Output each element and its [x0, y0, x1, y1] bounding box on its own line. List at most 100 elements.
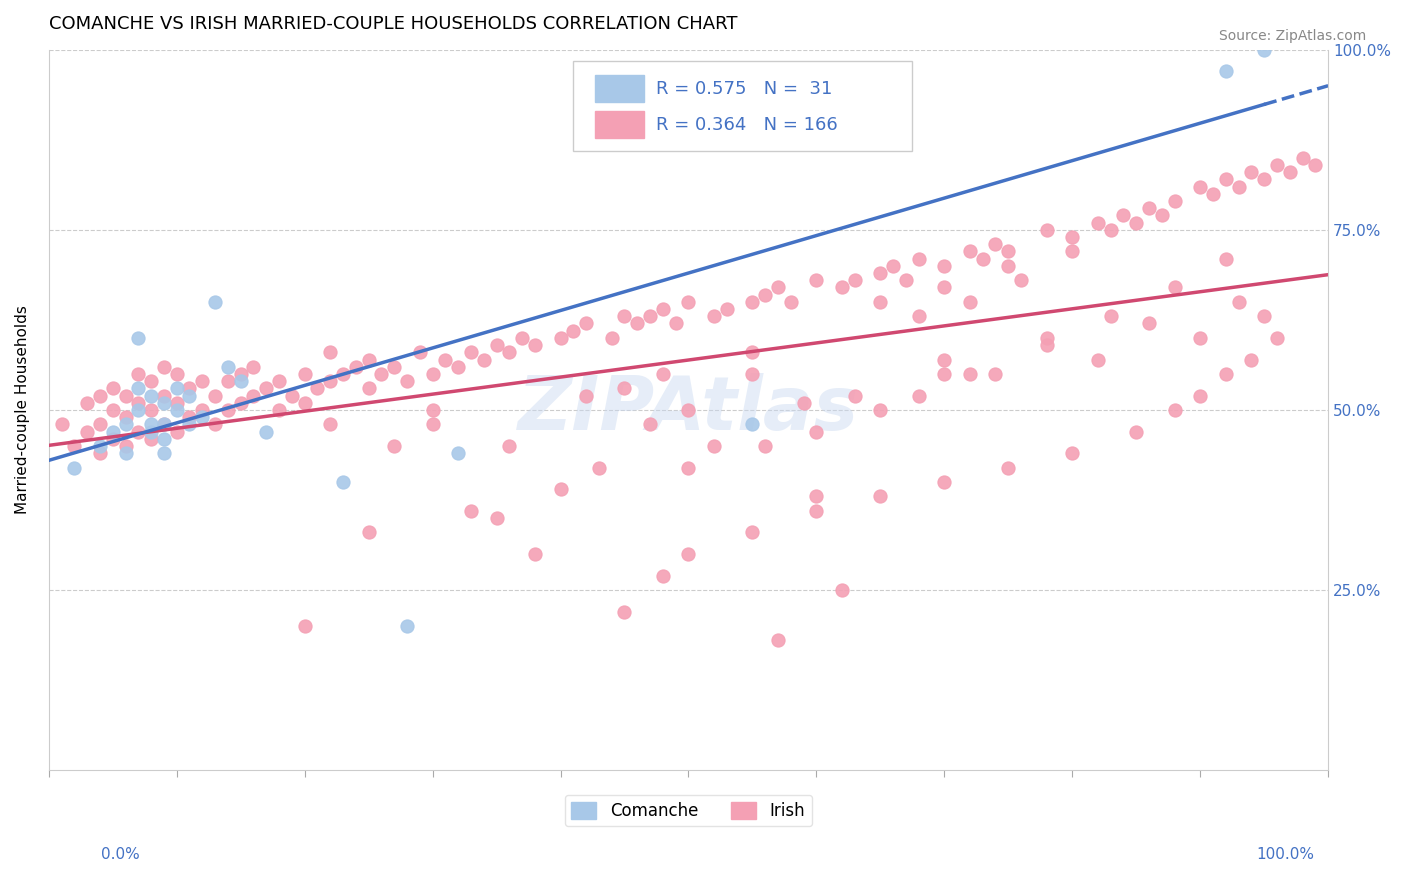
Point: [101, 432, 124, 446]
Point: [806, 273, 828, 287]
Point: [114, 410, 136, 425]
Point: [741, 417, 763, 432]
Point: [1278, 165, 1301, 179]
Point: [1215, 367, 1237, 381]
Point: [806, 504, 828, 518]
Point: [217, 403, 239, 417]
Point: [101, 425, 124, 439]
Point: [741, 367, 763, 381]
Point: [934, 259, 956, 273]
Point: [703, 439, 725, 453]
Point: [395, 374, 418, 388]
Point: [869, 403, 891, 417]
Point: [204, 417, 226, 432]
Point: [1087, 216, 1109, 230]
Point: [153, 417, 176, 432]
Point: [678, 294, 700, 309]
Point: [217, 359, 239, 374]
Point: [678, 403, 700, 417]
Point: [894, 273, 917, 287]
Point: [166, 381, 188, 395]
FancyBboxPatch shape: [574, 61, 912, 151]
Point: [254, 381, 277, 395]
Point: [588, 460, 610, 475]
Bar: [595, 75, 644, 103]
Point: [344, 359, 367, 374]
Text: COMANCHE VS IRISH MARRIED-COUPLE HOUSEHOLDS CORRELATION CHART: COMANCHE VS IRISH MARRIED-COUPLE HOUSEHO…: [49, 15, 737, 33]
Point: [1305, 158, 1327, 172]
Point: [370, 367, 392, 381]
Point: [754, 287, 776, 301]
Point: [267, 374, 290, 388]
Point: [153, 395, 176, 409]
Point: [984, 367, 1007, 381]
Point: [357, 381, 380, 395]
Point: [600, 331, 623, 345]
Point: [1189, 331, 1212, 345]
Point: [779, 294, 801, 309]
Point: [319, 345, 342, 359]
Point: [1291, 151, 1313, 165]
Point: [1062, 244, 1084, 259]
Point: [510, 331, 533, 345]
Point: [460, 345, 482, 359]
Point: [869, 489, 891, 503]
Point: [422, 367, 444, 381]
Point: [997, 460, 1019, 475]
Point: [217, 374, 239, 388]
Point: [127, 395, 149, 409]
Point: [267, 403, 290, 417]
Point: [562, 324, 585, 338]
Point: [1010, 273, 1032, 287]
Point: [139, 403, 162, 417]
Point: [1137, 317, 1160, 331]
Point: [127, 367, 149, 381]
Point: [319, 374, 342, 388]
Point: [1227, 294, 1250, 309]
Point: [1202, 186, 1225, 201]
Point: [498, 439, 520, 453]
Point: [434, 352, 457, 367]
Point: [754, 439, 776, 453]
Point: [959, 294, 981, 309]
Point: [76, 395, 98, 409]
Y-axis label: Married-couple Households: Married-couple Households: [15, 305, 30, 515]
Point: [613, 381, 636, 395]
Point: [575, 317, 598, 331]
Point: [1150, 209, 1173, 223]
Point: [139, 417, 162, 432]
Point: [575, 388, 598, 402]
Point: [242, 388, 264, 402]
Point: [523, 547, 546, 561]
Point: [179, 381, 201, 395]
Point: [1035, 223, 1057, 237]
Point: [869, 294, 891, 309]
Point: [1163, 194, 1185, 208]
Point: [984, 237, 1007, 252]
Point: [191, 403, 214, 417]
Point: [114, 388, 136, 402]
Bar: [595, 111, 644, 138]
Point: [460, 504, 482, 518]
Point: [179, 388, 201, 402]
Point: [638, 310, 661, 324]
Point: [1099, 223, 1122, 237]
Point: [1087, 352, 1109, 367]
Point: [114, 417, 136, 432]
Point: [1125, 425, 1147, 439]
Point: [844, 273, 866, 287]
Point: [550, 482, 572, 496]
Point: [1215, 252, 1237, 266]
Point: [1035, 338, 1057, 352]
Point: [139, 432, 162, 446]
Point: [1035, 331, 1057, 345]
Point: [1189, 388, 1212, 402]
Point: [63, 460, 86, 475]
Point: [1240, 352, 1263, 367]
Point: [191, 410, 214, 425]
Point: [307, 381, 329, 395]
Point: [89, 388, 111, 402]
Point: [1062, 446, 1084, 460]
Point: [114, 439, 136, 453]
Point: [1137, 201, 1160, 215]
